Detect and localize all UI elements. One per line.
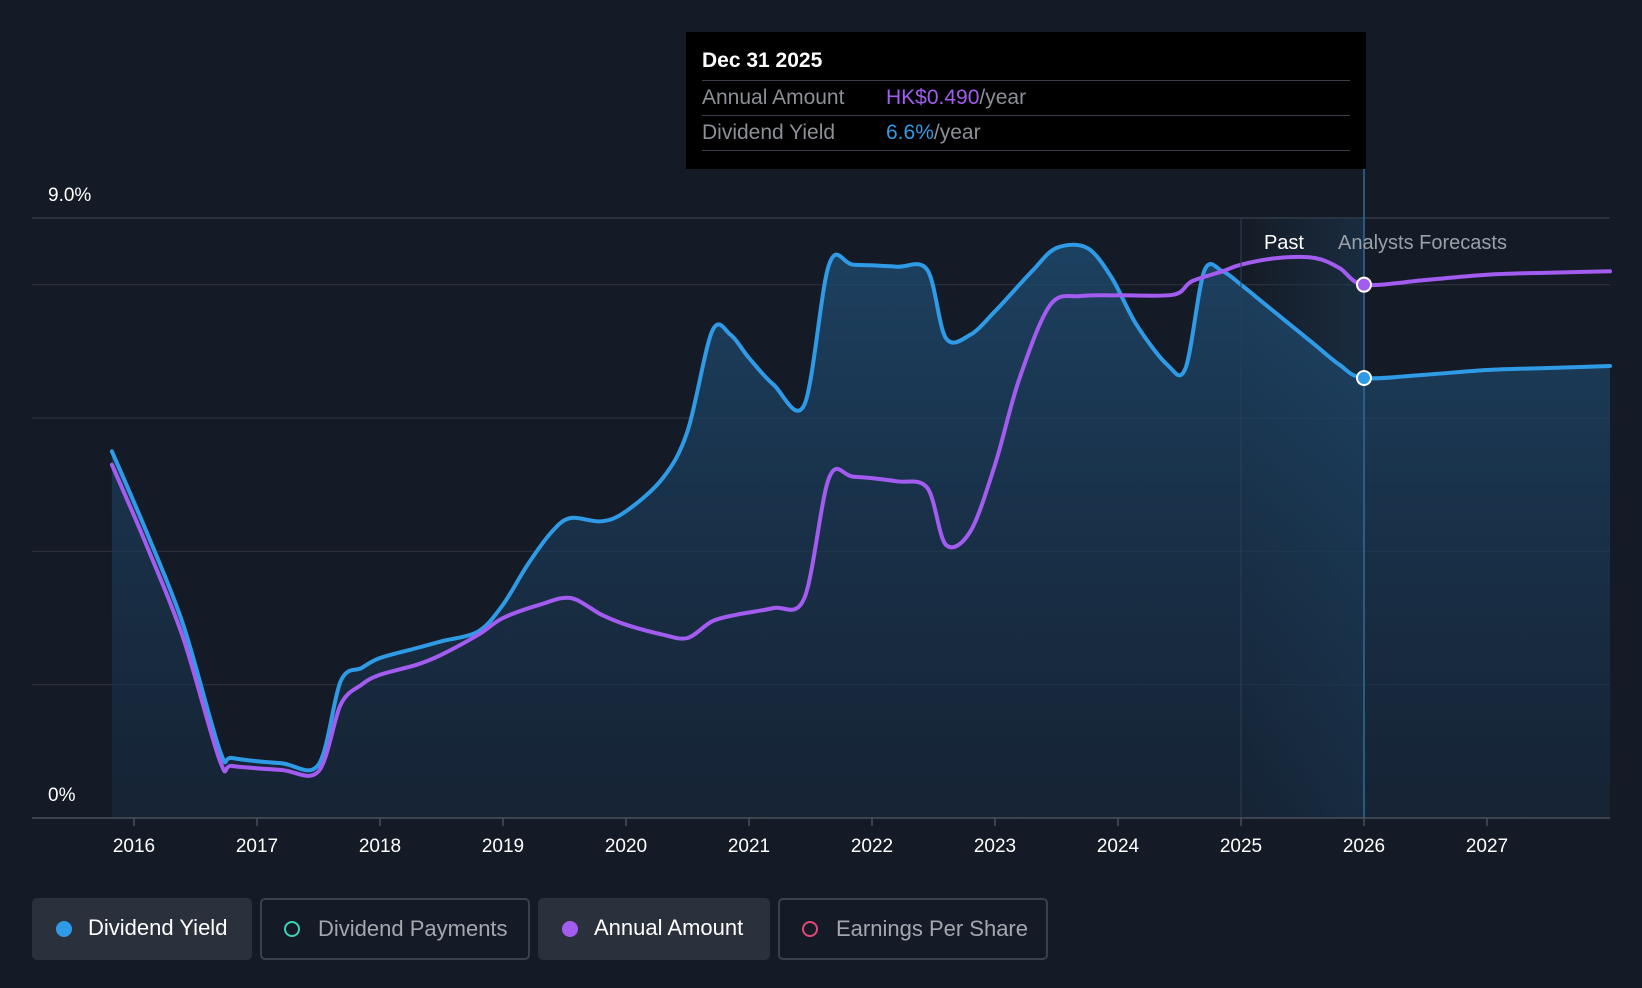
legend-dividend-payments[interactable]: Dividend Payments	[260, 898, 530, 960]
legend-dot-icon	[562, 921, 578, 937]
y-tick-label: 9.0%	[48, 185, 91, 206]
annual-amount-marker	[1356, 276, 1372, 293]
x-tick-label: 2022	[851, 836, 893, 857]
tooltip-value: HK$0.490	[886, 86, 980, 109]
x-tick-label: 2026	[1343, 836, 1385, 857]
x-tick-label: 2017	[236, 836, 278, 857]
x-tick-label: 2024	[1097, 836, 1140, 857]
tooltip-label: Dividend Yield	[702, 121, 836, 144]
legend-label: Dividend Payments	[318, 916, 508, 941]
x-axis-ticks: 2016 2017 2018 2019 2020 2021 2022 2023 2024 2025…	[113, 818, 1508, 857]
tooltip-unit: /year	[933, 121, 981, 144]
x-tick-label: 2021	[728, 836, 770, 857]
legend-label: Earnings Per Share	[836, 916, 1028, 941]
legend-annual-amount[interactable]: Annual Amount	[538, 898, 770, 960]
legend-ring-icon	[802, 921, 818, 937]
legend-label: Annual Amount	[594, 915, 744, 940]
tooltip-row-annual-amount: Annual Amount HK$0.490/year	[702, 81, 1350, 116]
legend-earnings-per-share[interactable]: Earnings Per Share	[778, 898, 1048, 960]
legend-label: Dividend Yield	[88, 915, 228, 940]
x-tick-label: 2023	[974, 836, 1016, 857]
dividend-yield-marker	[1356, 370, 1372, 386]
x-tick-label: 2018	[359, 836, 401, 857]
legend-dividend-yield[interactable]: Dividend Yield	[32, 898, 252, 960]
legend-dot-icon	[56, 921, 72, 937]
tooltip-date: Dec 31 2025	[702, 46, 1350, 81]
dividend-yield-line	[109, 242, 1612, 773]
legend-ring-icon	[284, 921, 300, 937]
x-tick-label: 2019	[482, 836, 524, 857]
x-tick-label: 2020	[605, 836, 647, 857]
past-region-label: Past	[1264, 232, 1304, 254]
tooltip-label: Annual Amount	[702, 86, 845, 109]
tooltip-value: 6.6%	[886, 121, 934, 144]
forecast-region-label: Analysts Forecasts	[1338, 232, 1507, 254]
x-tick-label: 2027	[1466, 836, 1508, 857]
dividend-yield-area	[111, 244, 1610, 819]
x-tick-label: 2016	[113, 836, 155, 857]
tooltip-row-dividend-yield: Dividend Yield 6.6%/year	[702, 116, 1350, 151]
chart-tooltip: Dec 31 2025 Annual Amount HK$0.490/year D…	[686, 32, 1366, 169]
y-tick-label: 0%	[48, 785, 76, 806]
tooltip-unit: /year	[979, 86, 1027, 109]
y-axis-labels: 9.0% 0%	[48, 185, 91, 806]
x-tick-label: 2025	[1220, 836, 1262, 857]
